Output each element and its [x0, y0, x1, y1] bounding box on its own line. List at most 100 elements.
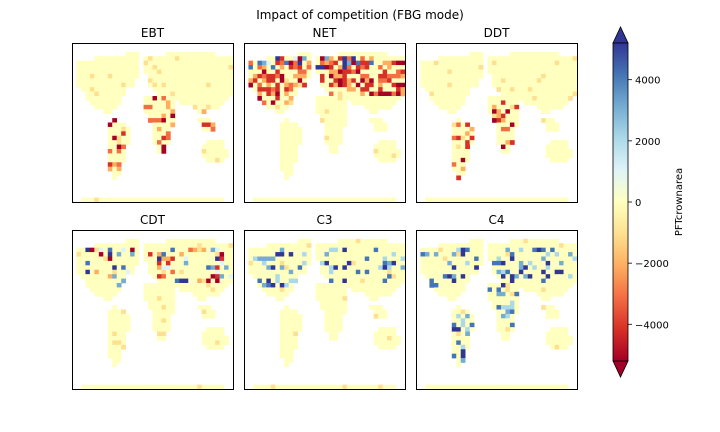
heatmap-cell [112, 327, 118, 332]
heatmap-cell [550, 238, 555, 244]
heatmap-cell [148, 247, 153, 253]
heatmap-cell [378, 78, 383, 84]
heatmap-cell [433, 73, 439, 79]
heatmap-cell [165, 96, 171, 101]
heatmap-cell [572, 78, 578, 84]
heatmap-cell [143, 60, 149, 66]
heatmap-cell [279, 69, 285, 75]
heatmap-cell [369, 87, 374, 92]
heatmap-cell [152, 109, 158, 114]
heatmap-cell [275, 269, 281, 275]
heatmap-cell [509, 135, 515, 141]
heatmap-cell [156, 135, 162, 141]
heatmap-cell [364, 60, 370, 66]
heatmap-cell [550, 340, 555, 346]
heatmap-cell [373, 252, 379, 257]
heatmap-cell [103, 278, 109, 284]
heatmap-cell [460, 340, 466, 346]
heatmap-cell [518, 96, 524, 101]
heatmap-cell [206, 327, 211, 332]
heatmap-cell [279, 287, 285, 293]
heatmap-cell [197, 256, 202, 262]
heatmap-cell [328, 247, 334, 253]
heatmap-cell [378, 104, 383, 110]
heatmap-cell [328, 283, 334, 288]
heatmap-cell [89, 265, 95, 271]
heatmap-cell [429, 252, 435, 257]
heatmap-cell [324, 247, 330, 253]
heatmap-cell [210, 91, 216, 97]
heatmap-cell [554, 87, 560, 92]
heatmap-cell [496, 243, 502, 248]
heatmap-cell [302, 260, 307, 266]
heatmap-cell [80, 269, 86, 275]
heatmap-cell [492, 287, 497, 293]
heatmap-cell [116, 96, 122, 101]
heatmap-cell [532, 278, 538, 284]
heatmap-cell [382, 144, 388, 150]
heatmap-cell [112, 274, 118, 279]
heatmap-cell [288, 287, 294, 293]
heatmap-cell [161, 260, 167, 266]
heatmap-cell [391, 100, 397, 106]
heatmap-cell [391, 278, 397, 284]
heatmap-cell [284, 344, 290, 350]
heatmap-cell [456, 305, 462, 310]
heatmap-cell [518, 384, 524, 390]
heatmap-cell [288, 336, 294, 341]
heatmap-cell [391, 252, 397, 257]
heatmap-cell [306, 238, 312, 244]
heatmap-cell [80, 260, 86, 266]
heatmap-cell [460, 149, 466, 154]
heatmap-cell [324, 283, 330, 288]
heatmap-cell [550, 73, 555, 79]
heatmap-cell [429, 197, 435, 203]
heatmap-cell [337, 305, 343, 310]
heatmap-cell [536, 60, 542, 66]
heatmap-cell [116, 157, 122, 163]
heatmap-cell [297, 256, 303, 262]
panel-frame [72, 43, 234, 203]
heatmap-cell [85, 247, 91, 253]
heatmap-cell [554, 149, 560, 154]
heatmap-cell [346, 65, 352, 70]
heatmap-cell [103, 69, 109, 75]
heatmap-cell [197, 260, 202, 266]
heatmap-cell [206, 265, 211, 271]
heatmap-cell [550, 87, 555, 92]
heatmap-cell [107, 60, 113, 66]
heatmap-cell [116, 358, 122, 363]
heatmap-cell [532, 287, 538, 293]
heatmap-cell [514, 265, 520, 271]
heatmap-cell [536, 265, 542, 271]
heatmap-cell [293, 243, 298, 248]
heatmap-cell [465, 318, 470, 324]
heatmap-cell [76, 247, 82, 253]
heatmap-cell [568, 73, 573, 79]
heatmap-cell [215, 78, 220, 84]
heatmap-cell [103, 247, 109, 253]
heatmap-cell [460, 131, 466, 137]
heatmap-cell [320, 260, 325, 266]
heatmap-cell [112, 384, 118, 390]
heatmap-cell [320, 56, 325, 61]
heatmap-cell [391, 243, 397, 248]
heatmap-cell [328, 87, 334, 92]
heatmap-cell [333, 109, 339, 114]
heatmap-cell [183, 91, 189, 97]
heatmap-cell [391, 78, 397, 84]
heatmap-cell [156, 313, 162, 319]
heatmap-cell [563, 100, 569, 106]
heatmap-cell [550, 260, 555, 266]
heatmap-cell [279, 60, 285, 66]
heatmap-cell [315, 100, 321, 106]
heatmap-cell [224, 87, 229, 92]
heatmap-cell [391, 153, 397, 159]
heatmap-cell [572, 82, 578, 88]
heatmap-cell [107, 82, 113, 88]
heatmap-cell [492, 243, 497, 248]
heatmap-cell [288, 171, 294, 176]
heatmap-cell [447, 269, 453, 275]
heatmap-cell [328, 140, 334, 145]
heatmap-cell [500, 109, 506, 114]
